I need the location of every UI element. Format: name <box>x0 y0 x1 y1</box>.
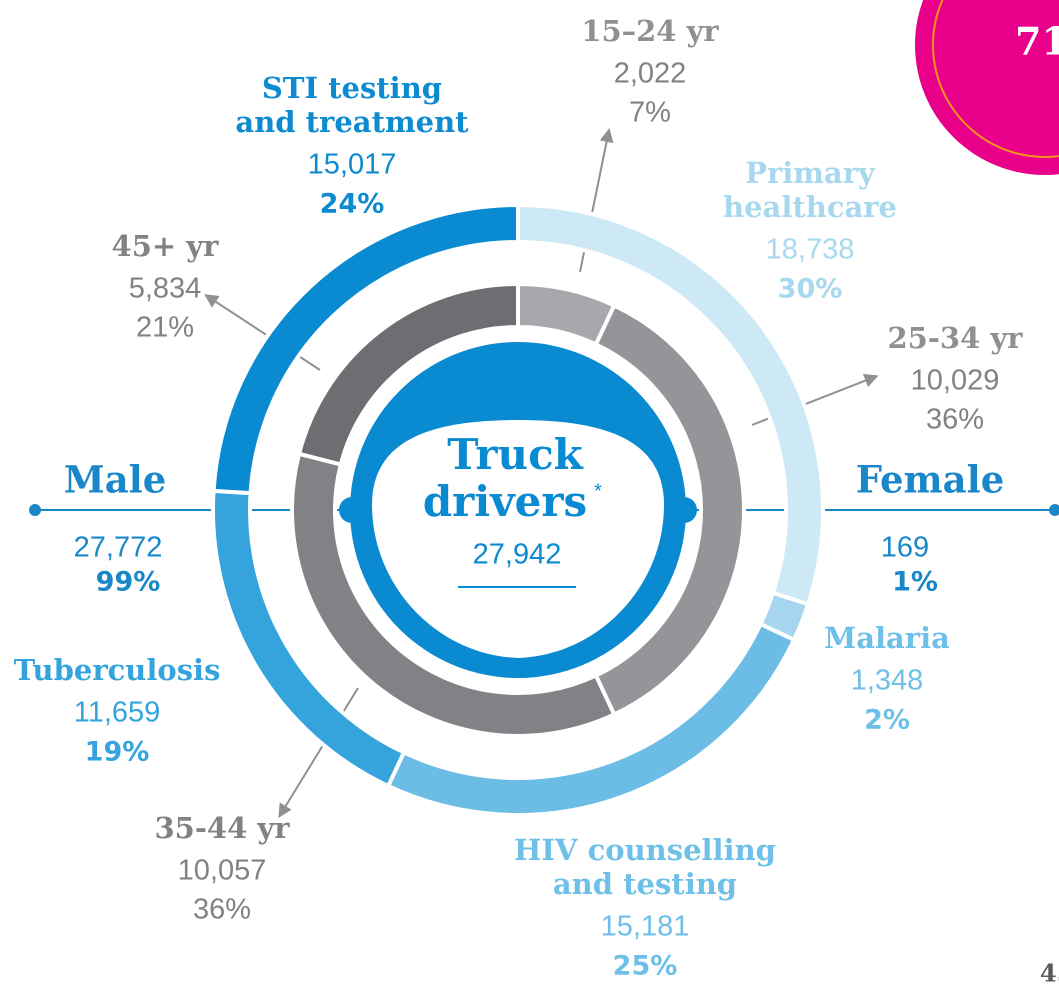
segment-name: 25-34 yr <box>888 321 1024 355</box>
face <box>372 420 664 658</box>
segment-name: HIV counselling <box>514 833 776 867</box>
segment-name: and testing <box>553 867 737 901</box>
center-note: * <box>594 480 602 502</box>
segment-count: 18,738 <box>766 234 855 266</box>
segment-percent: 2% <box>864 705 910 736</box>
split-name: Male <box>64 458 167 502</box>
total: 27,942 <box>473 539 562 571</box>
axis-dot <box>1049 504 1059 516</box>
badge-ring <box>932 0 1059 158</box>
segment-name: 45+ yr <box>112 229 220 263</box>
segment-name: 15–24 yr <box>581 14 719 48</box>
segment-percent: 7% <box>629 97 671 129</box>
badge <box>915 0 1059 175</box>
leader <box>204 294 321 371</box>
segment-percent: 36% <box>926 404 984 436</box>
ring-segment <box>211 202 520 496</box>
segment-percent: 36% <box>193 894 251 926</box>
segment-name: Primary <box>745 156 876 190</box>
segment-percent: 25% <box>613 951 678 982</box>
segment-count: 1,348 <box>851 665 924 697</box>
segment-count: 11,659 <box>74 697 161 729</box>
ring-segment <box>296 281 520 467</box>
segment-count: 10,057 <box>178 855 267 887</box>
split-percent: 99% <box>96 567 161 598</box>
split-count: 27,772 <box>74 532 163 564</box>
segment-percent: 30% <box>778 274 843 305</box>
center-title: Truck <box>447 430 583 479</box>
segment-count: 15,181 <box>601 911 690 943</box>
segment-name: Malaria <box>824 621 950 655</box>
axis-dot <box>29 504 41 516</box>
segment-percent: 24% <box>320 189 385 220</box>
split-percent: 1% <box>892 567 938 598</box>
segment-count: 2,022 <box>614 58 687 90</box>
badge-text: 71,5 <box>1015 19 1059 64</box>
segment-percent: 21% <box>136 312 194 344</box>
segment-count: 15,017 <box>308 149 397 181</box>
corner-text: 45+ <box>1040 959 1059 985</box>
leader <box>278 687 359 818</box>
segment-count: 5,834 <box>129 273 202 305</box>
segment-percent: 19% <box>85 737 150 768</box>
split-name: Female <box>856 458 1005 502</box>
center-title: drivers <box>423 477 587 526</box>
segment-count: 10,029 <box>911 365 1000 397</box>
segment-name: and treatment <box>235 105 469 139</box>
segment-name: Tuberculosis <box>14 653 221 687</box>
split-count: 169 <box>881 532 929 564</box>
segment-name: healthcare <box>723 190 897 224</box>
segment-name: STI testing <box>262 71 442 105</box>
segment-name: 35-44 yr <box>155 811 291 845</box>
